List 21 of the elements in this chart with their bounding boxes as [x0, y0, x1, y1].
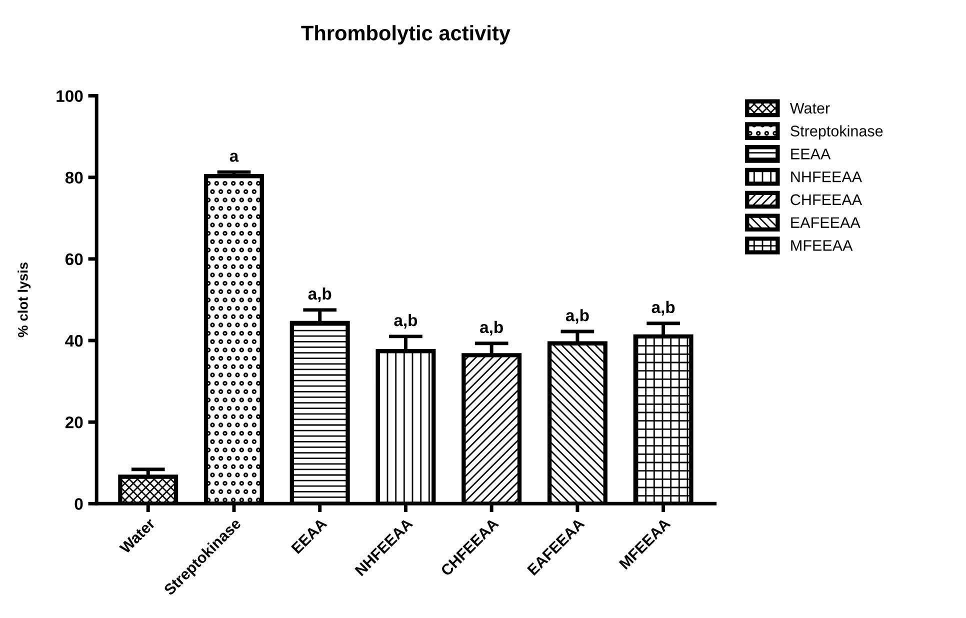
chart-title: Thrombolytic activity — [301, 25, 510, 45]
annotation: a,b — [566, 309, 589, 324]
y-tick-label: 100 — [56, 90, 83, 102]
legend-label: Water — [790, 102, 830, 114]
annotation: a,b — [308, 287, 332, 302]
y-tick-label: 80 — [65, 172, 83, 184]
y-axis-title: % clot lysis — [18, 262, 31, 338]
y-tick-label: 0 — [74, 498, 83, 510]
legend-label: EEAA — [791, 148, 831, 160]
legend-label: Streptokinase — [790, 125, 883, 140]
annotation: a — [230, 152, 239, 162]
annotation: a,b — [652, 300, 675, 316]
legend-label: EAFEEAA — [791, 217, 860, 228]
legend-label: MFEEAA — [791, 240, 853, 251]
y-tick-label: 40 — [65, 334, 83, 347]
annotation: a,b — [480, 320, 503, 336]
legend-label: NHFEEAA — [791, 172, 862, 182]
legend-label: CHFEEAA — [790, 194, 862, 206]
y-tick-label: 20 — [65, 416, 83, 428]
y-tick-label: 60 — [65, 253, 83, 266]
annotation: a,b — [394, 314, 418, 329]
